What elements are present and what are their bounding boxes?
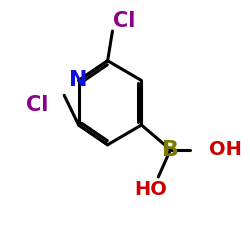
Text: OH: OH xyxy=(209,140,242,159)
Text: HO: HO xyxy=(135,180,168,199)
Text: N: N xyxy=(70,70,88,90)
Text: Cl: Cl xyxy=(113,11,136,31)
Text: Cl: Cl xyxy=(26,95,49,115)
Text: B: B xyxy=(162,140,179,160)
